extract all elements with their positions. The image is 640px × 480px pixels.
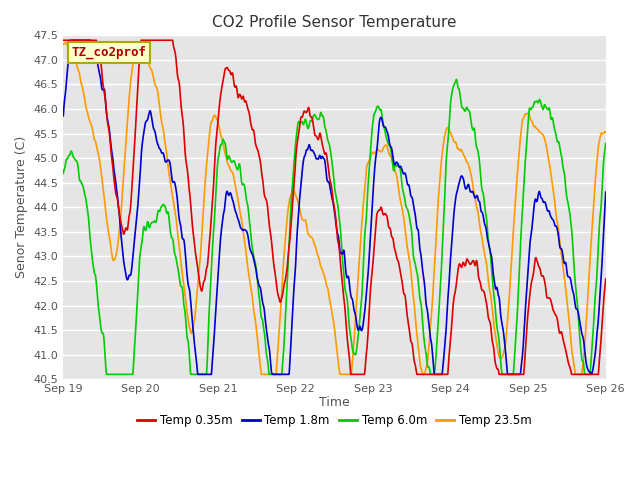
Temp 6.0m	[103, 372, 111, 377]
Temp 0.35m	[60, 37, 67, 43]
Temp 1.8m	[487, 251, 495, 257]
Temp 6.0m	[586, 370, 594, 375]
Line: Temp 6.0m: Temp 6.0m	[63, 80, 605, 374]
Temp 0.35m	[586, 372, 594, 377]
Temp 0.35m	[586, 372, 594, 377]
Line: Temp 1.8m: Temp 1.8m	[63, 40, 605, 374]
Temp 23.5m	[62, 40, 70, 46]
Title: CO2 Profile Sensor Temperature: CO2 Profile Sensor Temperature	[212, 15, 457, 30]
Temp 6.0m	[452, 77, 460, 83]
Temp 23.5m	[257, 372, 265, 377]
Temp 23.5m	[586, 254, 594, 260]
Legend: Temp 0.35m, Temp 1.8m, Temp 6.0m, Temp 23.5m: Temp 0.35m, Temp 1.8m, Temp 6.0m, Temp 2…	[132, 409, 536, 432]
Temp 6.0m	[87, 243, 95, 249]
Temp 0.35m	[602, 276, 609, 282]
Temp 23.5m	[587, 250, 595, 255]
Temp 1.8m	[67, 37, 74, 43]
Temp 1.8m	[587, 370, 595, 375]
Temp 6.0m	[309, 115, 317, 120]
Line: Temp 23.5m: Temp 23.5m	[63, 43, 605, 374]
Temp 1.8m	[602, 189, 609, 195]
Temp 23.5m	[60, 41, 67, 47]
Temp 23.5m	[309, 238, 317, 243]
Temp 1.8m	[324, 179, 332, 184]
Temp 6.0m	[602, 141, 609, 146]
Temp 6.0m	[60, 170, 67, 176]
Temp 0.35m	[347, 372, 355, 377]
Temp 6.0m	[323, 135, 331, 141]
Temp 0.35m	[487, 323, 495, 328]
Temp 1.8m	[88, 40, 95, 46]
Temp 23.5m	[324, 285, 332, 291]
Temp 6.0m	[587, 366, 595, 372]
Y-axis label: Senor Temperature (C): Senor Temperature (C)	[15, 136, 28, 278]
Temp 1.8m	[586, 370, 594, 375]
Temp 23.5m	[88, 122, 95, 128]
Temp 0.35m	[87, 37, 95, 43]
Temp 23.5m	[602, 129, 609, 135]
Temp 1.8m	[309, 148, 317, 154]
Temp 23.5m	[487, 293, 495, 299]
Temp 6.0m	[487, 257, 495, 263]
Temp 0.35m	[323, 156, 331, 161]
Temp 1.8m	[60, 113, 67, 119]
Temp 0.35m	[309, 118, 317, 123]
Temp 1.8m	[194, 372, 202, 377]
Text: TZ_co2prof: TZ_co2prof	[72, 46, 147, 59]
X-axis label: Time: Time	[319, 396, 350, 408]
Line: Temp 0.35m: Temp 0.35m	[63, 40, 605, 374]
